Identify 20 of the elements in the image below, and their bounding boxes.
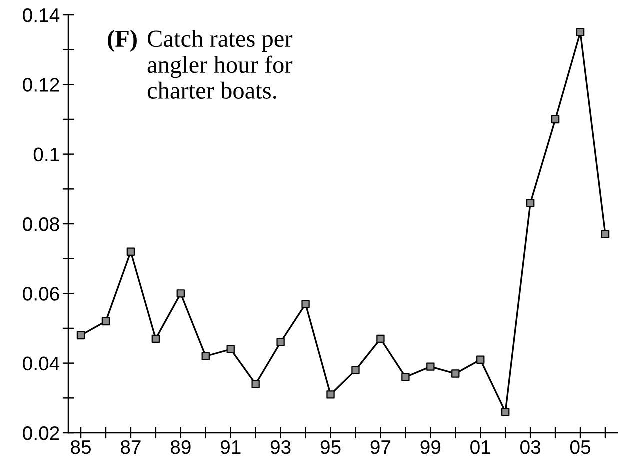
x-tick-label: 01 — [470, 440, 490, 454]
x-tick-label: 97 — [370, 440, 391, 454]
y-tick-label: 0.08 — [23, 217, 60, 232]
y-tick-label: 0.1 — [34, 148, 60, 162]
x-tick-label: 87 — [120, 440, 141, 454]
x-tick-label: 85 — [71, 440, 91, 454]
y-tick-label: 0.14 — [23, 8, 60, 22]
x-tick-label: 95 — [320, 440, 341, 454]
y-tick-label: 0.06 — [23, 287, 60, 301]
y-tick-label: 0.12 — [23, 78, 60, 92]
x-tick-label: 03 — [520, 440, 541, 454]
y-tick-label: 0.02 — [23, 426, 60, 440]
text: (F) — [108, 30, 137, 52]
x-tick-label: 91 — [220, 440, 241, 454]
text: Catch rates per angler hour for charter boats. — [148, 30, 293, 100]
x-tick-label: 99 — [420, 440, 441, 454]
x-tick-label: 89 — [170, 440, 191, 454]
x-tick-label: 05 — [570, 440, 591, 454]
x-tick-label: 93 — [270, 440, 291, 454]
y-tick-label: 0.04 — [23, 356, 60, 371]
